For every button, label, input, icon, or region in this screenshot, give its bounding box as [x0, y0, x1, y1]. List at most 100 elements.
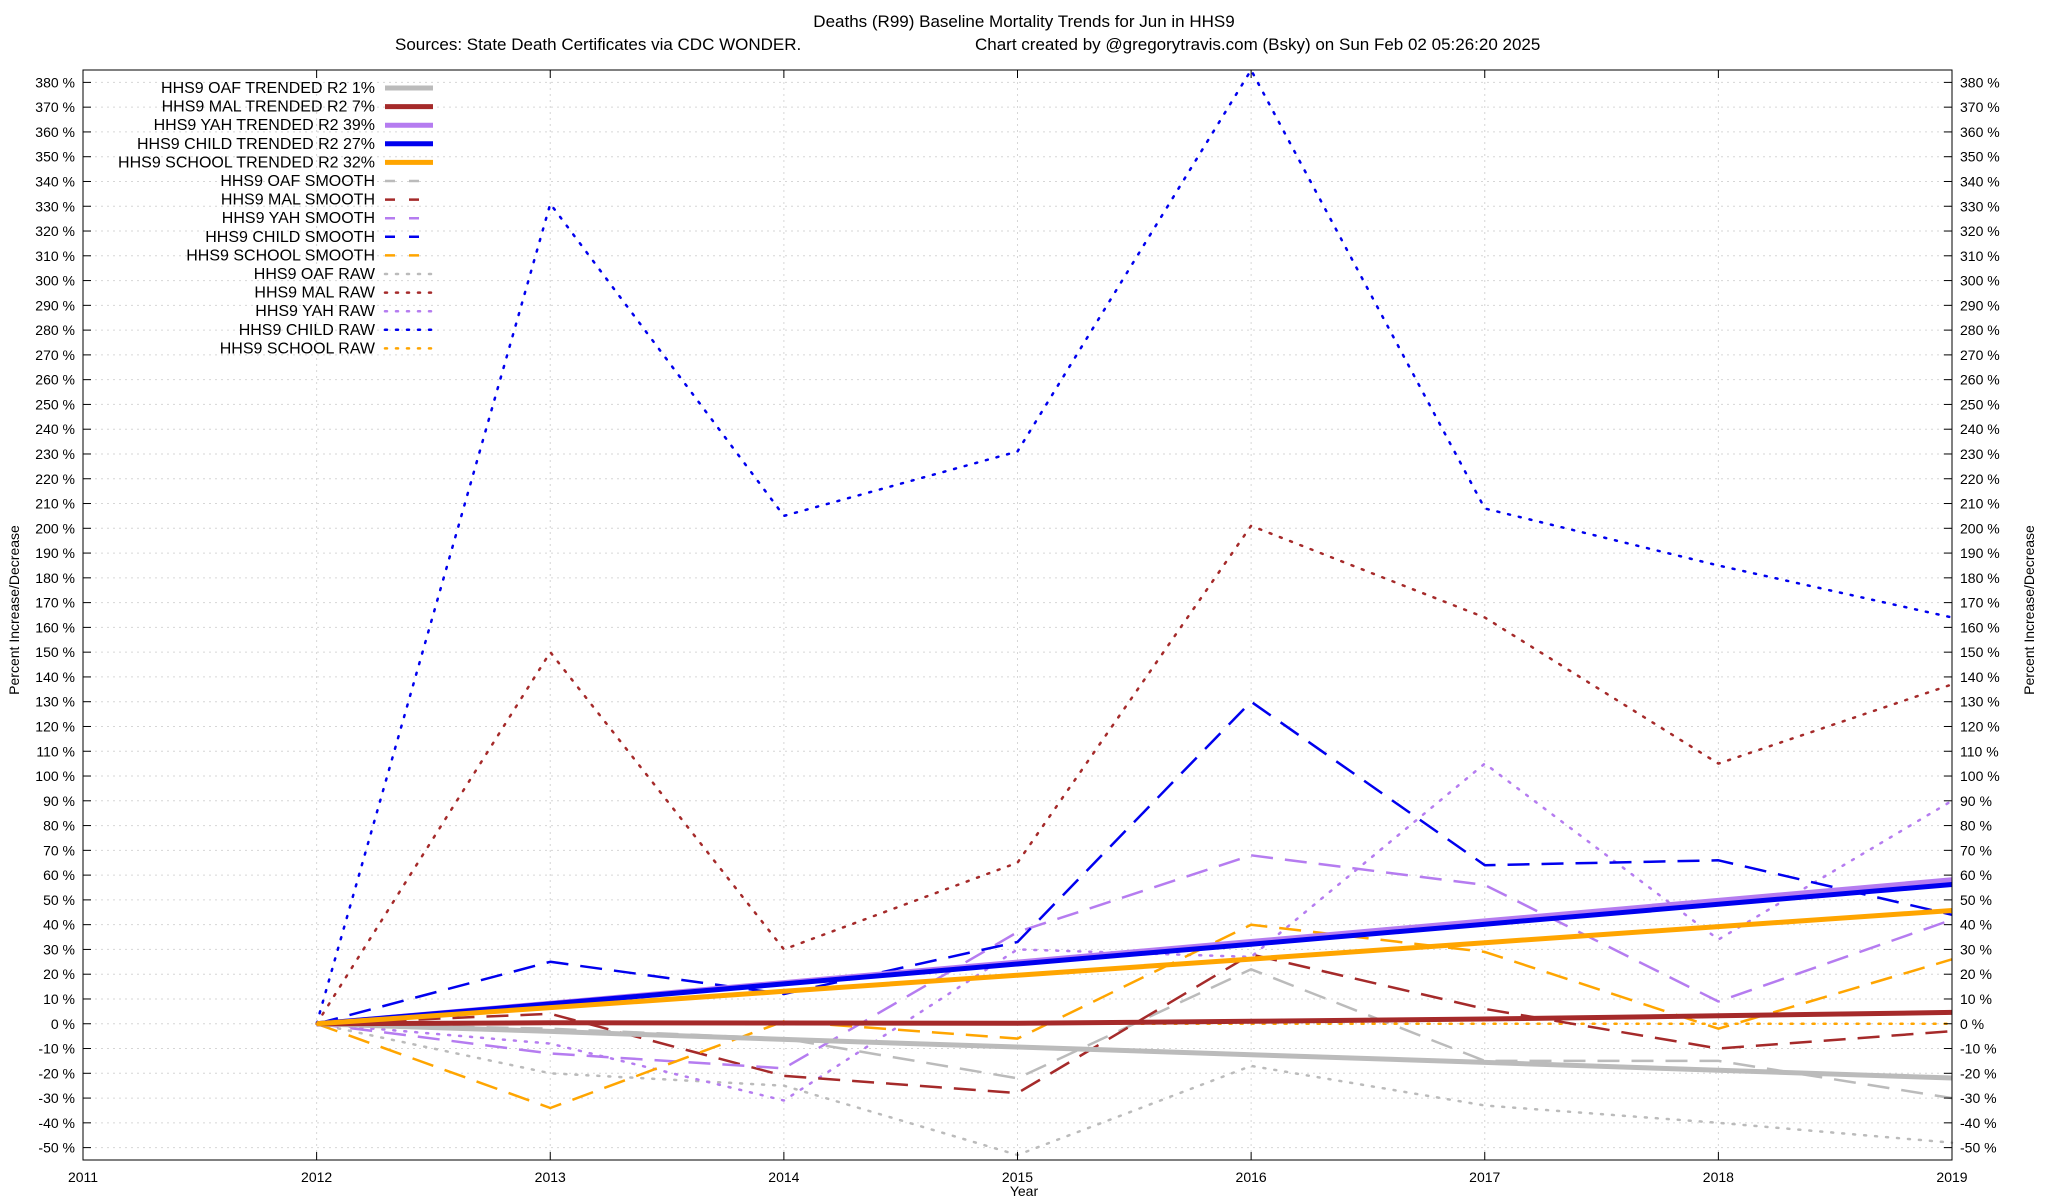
legend-label-hhs9-yah-smooth: HHS9 YAH SMOOTH	[222, 210, 375, 227]
legend-label-hhs9-mal-raw: HHS9 MAL RAW	[254, 285, 376, 302]
legend-label-hhs9-yah-raw: HHS9 YAH RAW	[255, 303, 376, 320]
y-tick-label-left: 340 %	[35, 173, 75, 189]
legend-label-hhs9-mal-smooth: HHS9 MAL SMOOTH	[221, 192, 375, 209]
y-tick-label-left: 290 %	[35, 297, 75, 313]
legend-label-hhs9-school-trended-r2: HHS9 SCHOOL TRENDED R2 32%	[118, 154, 375, 171]
x-tick-label: 2019	[1936, 1169, 1967, 1185]
y-tick-label-right: 20 %	[1960, 966, 1992, 982]
y-tick-label-left: 360 %	[35, 124, 75, 140]
y-tick-label-right: 220 %	[1960, 471, 2000, 487]
x-tick-label: 2018	[1703, 1169, 1734, 1185]
series-line-hhs9-mal-trended-r2	[316, 1009, 1953, 1027]
y-tick-label-right: 300 %	[1960, 273, 2000, 289]
chart-subtitle-credit: Chart created by @gregorytravis.com (Bsk…	[975, 35, 1540, 54]
y-tick-label-right: 30 %	[1960, 941, 1992, 957]
y-tick-label-right: 50 %	[1960, 892, 1992, 908]
y-tick-label-left: 350 %	[35, 149, 75, 165]
y-tick-label-right: 230 %	[1960, 446, 2000, 462]
y-tick-label-left: 60 %	[43, 867, 75, 883]
y-tick-label-right: 310 %	[1960, 248, 2000, 264]
y-tick-label-left: -50 %	[38, 1140, 75, 1156]
y-tick-label-left: -40 %	[38, 1115, 75, 1131]
legend-label-hhs9-school-smooth: HHS9 SCHOOL SMOOTH	[186, 247, 375, 264]
legend-label-hhs9-oaf-smooth: HHS9 OAF SMOOTH	[220, 173, 375, 190]
legend-label-hhs9-child-smooth: HHS9 CHILD SMOOTH	[205, 229, 375, 246]
y-tick-label-right: -20 %	[1960, 1065, 1997, 1081]
y-tick-label-left: 80 %	[43, 818, 75, 834]
y-tick-label-right: 110 %	[1960, 743, 1999, 759]
y-tick-label-left: 100 %	[35, 768, 75, 784]
x-tick-label: 2014	[768, 1169, 799, 1185]
y-axis-label: Percent Increase/Decrease	[6, 525, 22, 695]
chart-subtitle-source: Sources: State Death Certificates via CD…	[395, 35, 801, 54]
series-line-hhs9-child-raw	[315, 68, 1954, 1026]
y-tick-label-right: 60 %	[1960, 867, 1992, 883]
x-tick-label: 2017	[1469, 1169, 1500, 1185]
y-tick-label-left: 30 %	[43, 941, 75, 957]
series-line-hhs9-yah-smooth	[316, 854, 1953, 1070]
y-tick-label-left: 140 %	[35, 669, 75, 685]
axis-ticks: -50 % -50 % -40 % -40 % -30 % -30 % -20 % -20 %…	[35, 70, 2000, 1185]
y-tick-label-right: 330 %	[1960, 198, 2000, 214]
y-tick-label-right: 120 %	[1960, 718, 2000, 734]
y-tick-label-right: 260 %	[1960, 372, 2000, 388]
y-tick-label-left: 90 %	[43, 793, 75, 809]
y-tick-label-left: 250 %	[35, 396, 75, 412]
y-tick-label-right: 210 %	[1960, 496, 2000, 512]
y-tick-label-left: -10 %	[38, 1041, 75, 1057]
y-tick-label-left: 190 %	[35, 545, 75, 561]
y-tick-label-right: 150 %	[1960, 644, 2000, 660]
y-tick-label-right: 290 %	[1960, 297, 2000, 313]
y-tick-label-right: 320 %	[1960, 223, 2000, 239]
y-tick-label-left: 320 %	[35, 223, 75, 239]
y-tick-label-left: 10 %	[43, 991, 75, 1007]
x-axis-label: Year	[1010, 1183, 1039, 1199]
y-tick-label-right: 360 %	[1960, 124, 2000, 140]
y-tick-label-left: 240 %	[35, 421, 75, 437]
legend-label-hhs9-oaf-trended-r2: HHS9 OAF TRENDED R2 1%	[161, 80, 375, 97]
y-tick-label-right: -10 %	[1960, 1041, 1997, 1057]
y-tick-label-left: 210 %	[35, 496, 75, 512]
y-tick-label-left: 270 %	[35, 347, 75, 363]
legend-label-hhs9-child-trended-r2: HHS9 CHILD TRENDED R2 27%	[137, 136, 375, 153]
y-tick-label-left: 380 %	[35, 74, 75, 90]
y-tick-label-left: 180 %	[35, 570, 75, 586]
series-line-hhs9-child-trended-r2	[316, 882, 1953, 1027]
y-tick-label-right: 10 %	[1960, 991, 1992, 1007]
y-tick-label-right: 190 %	[1960, 545, 2000, 561]
y-axis-label-right: Percent Increase/Decrease	[2021, 525, 2037, 695]
y-tick-label-right: 40 %	[1960, 917, 1992, 933]
series-line-hhs9-child-smooth	[316, 700, 1953, 1026]
y-tick-label-right: 0 %	[1960, 1016, 1984, 1032]
series-line-hhs9-school-trended-r2	[316, 908, 1953, 1027]
x-tick-label: 2012	[301, 1169, 332, 1185]
legend-label-hhs9-school-raw: HHS9 SCHOOL RAW	[220, 340, 376, 357]
y-tick-label-right: 350 %	[1960, 149, 2000, 165]
legend-label-hhs9-oaf-raw: HHS9 OAF RAW	[254, 266, 376, 283]
y-tick-label-right: 280 %	[1960, 322, 2000, 338]
plot-series	[315, 68, 1954, 1157]
y-tick-label-left: 370 %	[35, 99, 75, 115]
y-tick-label-left: 260 %	[35, 372, 75, 388]
y-tick-label-left: 300 %	[35, 273, 75, 289]
y-tick-label-left: 110 %	[36, 743, 75, 759]
x-tick-label: 2011	[68, 1169, 98, 1185]
y-tick-label-left: 20 %	[43, 966, 75, 982]
y-tick-label-right: 140 %	[1960, 669, 2000, 685]
y-tick-label-left: 50 %	[43, 892, 75, 908]
y-tick-label-left: -20 %	[38, 1065, 75, 1081]
y-tick-label-left: 330 %	[35, 198, 75, 214]
y-tick-label-right: 160 %	[1960, 619, 2000, 635]
x-tick-label: 2016	[1236, 1169, 1267, 1185]
y-tick-label-right: 240 %	[1960, 421, 2000, 437]
y-tick-label-left: 160 %	[35, 619, 75, 635]
y-tick-label-right: 340 %	[1960, 173, 2000, 189]
series-line-hhs9-oaf-trended-r2	[316, 1021, 1953, 1081]
y-tick-label-right: 170 %	[1960, 595, 2000, 611]
y-tick-label-left: 220 %	[35, 471, 75, 487]
y-tick-label-right: 270 %	[1960, 347, 2000, 363]
y-tick-label-left: 200 %	[35, 520, 75, 536]
x-tick-label: 2015	[1002, 1169, 1033, 1185]
y-tick-label-left: 230 %	[35, 446, 75, 462]
